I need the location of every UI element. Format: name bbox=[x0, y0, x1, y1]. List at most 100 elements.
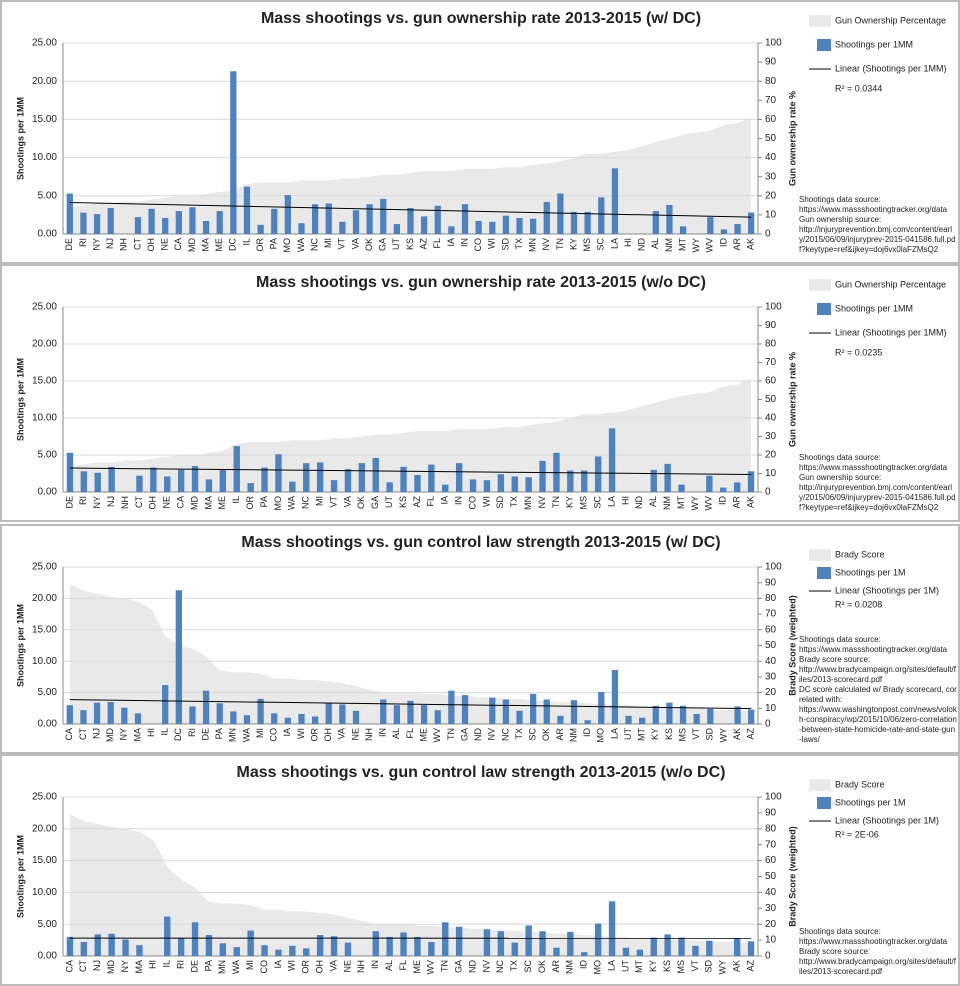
y-tick-label: 25.00 bbox=[32, 302, 57, 313]
x-tick-label: MI bbox=[255, 728, 265, 738]
bar bbox=[107, 208, 114, 234]
x-tick-label: NY bbox=[92, 496, 102, 509]
x-tick-label: CO bbox=[259, 960, 269, 974]
x-tick-label: NY bbox=[119, 728, 129, 741]
y2-tick-label: 100 bbox=[765, 302, 782, 313]
bar bbox=[352, 710, 360, 724]
y2-tick-label: 20 bbox=[765, 450, 777, 461]
bar bbox=[325, 703, 332, 724]
x-tick-label: DC bbox=[173, 728, 183, 741]
x-tick-label: RI bbox=[78, 496, 88, 505]
bar bbox=[330, 480, 338, 492]
x-tick-label: NM bbox=[565, 960, 575, 974]
bar bbox=[261, 467, 268, 492]
bar bbox=[461, 204, 469, 234]
x-tick-label: MO bbox=[282, 238, 292, 253]
x-tick-label: CT bbox=[134, 496, 144, 508]
trendline bbox=[69, 699, 752, 710]
bar bbox=[93, 214, 101, 234]
y2-tick-label: 50 bbox=[765, 133, 777, 144]
bar bbox=[516, 710, 523, 724]
bar bbox=[664, 934, 671, 956]
bar bbox=[202, 221, 210, 234]
bar bbox=[191, 466, 199, 492]
bar bbox=[247, 930, 254, 956]
y-axis-label: Shootings per 1MM bbox=[15, 97, 25, 180]
x-tick-label: TX bbox=[514, 238, 524, 250]
x-tick-label: AL bbox=[384, 960, 394, 971]
y-tick-label: 15.00 bbox=[32, 114, 57, 125]
x-tick-label: SD bbox=[705, 728, 715, 741]
x-tick-label: CT bbox=[132, 238, 142, 250]
x-tick-label: KS bbox=[664, 728, 674, 740]
bar bbox=[162, 685, 169, 724]
x-tick-label: DE bbox=[64, 238, 74, 251]
y-tick-label: 5.00 bbox=[38, 450, 58, 461]
legend-swatch bbox=[809, 15, 831, 27]
bar bbox=[177, 469, 185, 492]
bar bbox=[162, 217, 169, 234]
x-tick-label: CA bbox=[173, 238, 183, 251]
note-line: Shootings data source: bbox=[799, 453, 881, 462]
note-line: https://www.massshootingtracker.org/data bbox=[799, 645, 948, 654]
bar bbox=[284, 195, 291, 234]
legend-swatch bbox=[817, 797, 831, 809]
bar bbox=[455, 463, 463, 492]
bar bbox=[230, 71, 237, 234]
x-tick-label: TX bbox=[509, 496, 519, 508]
note-line: Shootings data source: bbox=[799, 927, 881, 936]
y-tick-label: 10.00 bbox=[32, 656, 57, 667]
y-tick-label: 10.00 bbox=[32, 887, 57, 898]
y2-tick-label: 70 bbox=[765, 609, 777, 620]
area bbox=[69, 379, 752, 492]
panel-border bbox=[1, 525, 959, 753]
legend-label: Linear (Shootings per 1MM) bbox=[835, 327, 947, 337]
y2-tick-label: 40 bbox=[765, 656, 777, 667]
y2-tick-label: 30 bbox=[765, 431, 777, 442]
x-tick-label: AL bbox=[650, 238, 660, 249]
bar bbox=[678, 484, 685, 492]
bar bbox=[325, 203, 332, 234]
bar bbox=[136, 475, 143, 492]
x-tick-label: ID bbox=[582, 727, 592, 737]
x-tick-label: MI bbox=[245, 960, 255, 970]
bar bbox=[261, 945, 268, 956]
x-tick-label: MS bbox=[676, 960, 686, 974]
y2-tick-label: 70 bbox=[765, 95, 777, 106]
y-tick-label: 15.00 bbox=[32, 376, 57, 387]
bar bbox=[455, 926, 463, 956]
x-tick-label: DE bbox=[200, 728, 210, 741]
bar bbox=[216, 211, 223, 234]
legend-swatch bbox=[809, 779, 831, 791]
bar bbox=[639, 717, 646, 724]
chart: Mass shootings vs. gun ownership rate 20… bbox=[1, 265, 959, 521]
bar bbox=[706, 475, 713, 492]
x-tick-label: WY bbox=[691, 238, 701, 253]
chart: Mass shootings vs. gun control law stren… bbox=[1, 755, 959, 985]
bar bbox=[502, 699, 510, 724]
y-tick-label: 0.00 bbox=[38, 719, 58, 730]
y2-tick-label: 50 bbox=[765, 394, 777, 405]
bar bbox=[191, 922, 199, 956]
legend-label: Shootings per 1M bbox=[835, 567, 906, 577]
x-tick-label: MD bbox=[105, 728, 115, 742]
x-tick-label: IA bbox=[273, 960, 283, 969]
bar bbox=[720, 487, 727, 492]
bar bbox=[80, 471, 88, 492]
x-tick-label: PA bbox=[269, 238, 279, 249]
bar bbox=[289, 481, 296, 492]
bar bbox=[311, 204, 319, 234]
x-tick-label: KS bbox=[662, 960, 672, 972]
bar bbox=[219, 469, 227, 492]
x-tick-label: MS bbox=[579, 496, 589, 510]
y2-tick-label: 0 bbox=[765, 487, 771, 498]
x-tick-label: GA bbox=[370, 496, 380, 509]
x-tick-label: NJ bbox=[92, 960, 102, 971]
y2-tick-label: 60 bbox=[765, 624, 777, 635]
bar bbox=[150, 467, 157, 492]
y2-tick-label: 40 bbox=[765, 413, 777, 424]
x-tick-label: MD bbox=[187, 238, 197, 252]
x-tick-label: AL bbox=[648, 496, 658, 507]
note-line: http://www.bradycampaign.org/sites/defau… bbox=[799, 957, 956, 976]
x-tick-label: NC bbox=[500, 728, 510, 741]
